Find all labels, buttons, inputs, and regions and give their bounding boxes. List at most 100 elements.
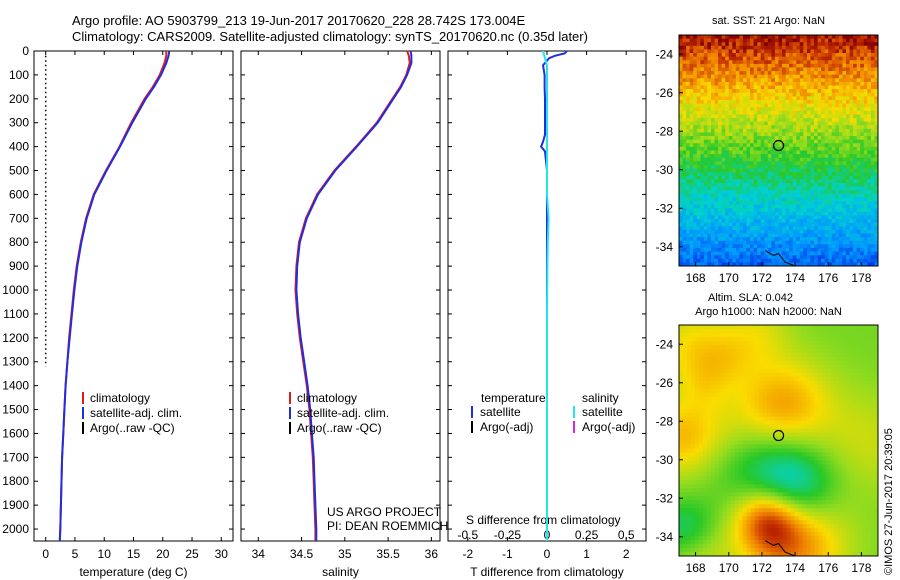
coastline xyxy=(764,250,796,267)
y-tick-label: -30 xyxy=(656,453,674,467)
y-tick-label: 1900 xyxy=(2,498,29,512)
y-tick-label: 1200 xyxy=(2,331,29,345)
legend-label: satellite xyxy=(582,405,623,419)
x-tick-label: 34.5 xyxy=(290,547,314,561)
timestamp-label: ©IMOS 27-Jun-2017 20:39:05 xyxy=(883,428,895,575)
y-tick-label: -32 xyxy=(656,201,674,215)
map-title: Altim. SLA: 0.042 xyxy=(708,292,793,304)
legend-header: temperature xyxy=(481,391,546,405)
x-tick-label: 34 xyxy=(252,547,266,561)
x-tick-label: 0 xyxy=(42,547,49,561)
y-tick-label: -30 xyxy=(656,163,674,177)
legend-label: climatology xyxy=(90,391,150,405)
y-tick-label: 300 xyxy=(9,116,29,130)
top-x-axis-label: S difference from climatology xyxy=(466,513,621,527)
x-tick-label: 5 xyxy=(72,547,79,561)
legend-label: climatology xyxy=(297,391,357,405)
y-tick-label: 1300 xyxy=(2,355,29,369)
y-tick-label: 1600 xyxy=(2,426,29,440)
x-tick-label: 172 xyxy=(752,561,772,575)
top-x-tick-label: -0.25 xyxy=(494,528,522,542)
panel-map-sst: 168 170 172 174 176 178 -24 -26 -28 -30 -32 -34 sat.… xyxy=(656,15,879,285)
x-tick-label: 36 xyxy=(425,547,439,561)
y-tick-label: 500 xyxy=(9,164,29,178)
top-x-tick-label: -0.5 xyxy=(457,528,478,542)
legend-label: Argo(..raw -QC) xyxy=(297,421,382,435)
y-tick-label: 1100 xyxy=(3,307,29,321)
pi-label: PI: DEAN ROEMMICH xyxy=(327,519,448,533)
y-tick-label: 100 xyxy=(9,68,29,82)
y-tick-label: 700 xyxy=(9,211,29,225)
y-tick-label: 2000 xyxy=(2,522,29,536)
y-tick-label: 0 xyxy=(22,44,29,58)
series-line-satellite-adj-clim- xyxy=(295,50,413,541)
plot-frame xyxy=(33,50,234,542)
field-cells xyxy=(679,325,879,557)
y-tick-label: -34 xyxy=(656,240,674,254)
argo-position-marker xyxy=(772,139,785,152)
x-tick-label: 170 xyxy=(719,271,739,285)
x-tick-label: -1 xyxy=(502,547,513,561)
y-tick-label: 1700 xyxy=(2,450,29,464)
x-axis-label: temperature (deg C) xyxy=(79,565,187,579)
y-tick-label: 1500 xyxy=(2,403,29,417)
x-tick-label: 172 xyxy=(752,271,772,285)
y-tick-label: 1800 xyxy=(2,474,29,488)
x-axis-label: salinity xyxy=(322,565,359,579)
x-tick-label: 178 xyxy=(851,271,871,285)
x-tick-label: 20 xyxy=(156,547,170,561)
y-tick-label: 400 xyxy=(9,140,29,154)
x-tick-label: 35.5 xyxy=(376,547,400,561)
x-tick-label: 174 xyxy=(785,561,805,575)
x-tick-label: 176 xyxy=(818,561,838,575)
y-tick-label: -24 xyxy=(656,47,674,61)
y-tick-label: -28 xyxy=(656,124,674,138)
y-tick-label: 600 xyxy=(9,187,29,201)
x-axis-label: T difference from climatology xyxy=(470,565,624,579)
series-line-salinity-satellite xyxy=(542,50,550,541)
x-tick-label: 174 xyxy=(785,271,805,285)
x-tick-label: 15 xyxy=(127,547,141,561)
y-tick-label: -24 xyxy=(656,337,674,351)
series-line-satellite-adj-clim- xyxy=(58,50,171,542)
coastline xyxy=(764,540,796,557)
plot-frame xyxy=(240,50,441,542)
panel-temperature: 0 5 10 15 20 25 300100200300400500600700800900… xyxy=(2,44,234,579)
legend-label: satellite-adj. clim. xyxy=(90,406,182,420)
x-tick-label: 35 xyxy=(338,547,352,561)
y-tick-label: -26 xyxy=(656,86,674,100)
y-tick-label: -26 xyxy=(656,376,674,390)
top-x-tick-label: 0.5 xyxy=(618,528,635,542)
legend-label: Argo(-adj) xyxy=(480,420,533,434)
panel-salinity: 34 34.5 35 35.5 36 salinity climatologysatelli… xyxy=(240,50,448,579)
y-tick-label: -34 xyxy=(656,530,674,544)
y-tick-label: -28 xyxy=(656,414,674,428)
legend-label: Argo(..raw -QC) xyxy=(90,421,175,435)
map-title: sat. SST: 21 Argo: NaN xyxy=(712,15,825,27)
legend-label: satellite-adj. clim. xyxy=(297,406,389,420)
y-tick-label: 800 xyxy=(9,235,29,249)
field-cells xyxy=(679,35,879,267)
y-tick-label: 1400 xyxy=(2,379,29,393)
legend-label: Argo(-adj) xyxy=(582,420,635,434)
x-tick-label: 2 xyxy=(623,547,630,561)
x-tick-label: -2 xyxy=(462,547,473,561)
project-label: US ARGO PROJECT xyxy=(327,505,442,519)
legend-header: salinity xyxy=(582,391,619,405)
map-subtitle: Argo h1000: NaN h2000: NaN xyxy=(695,306,842,318)
climatology-subtitle: Climatology: CARS2009. Satellite-adjuste… xyxy=(72,29,588,44)
x-tick-label: 168 xyxy=(686,271,706,285)
x-tick-label: 1 xyxy=(583,547,590,561)
map-frame xyxy=(678,324,879,557)
x-tick-label: 0 xyxy=(544,547,551,561)
top-x-tick-label: 0.25 xyxy=(575,528,599,542)
x-tick-label: 25 xyxy=(185,547,199,561)
y-tick-label: 1000 xyxy=(2,283,29,297)
x-tick-label: 168 xyxy=(686,561,706,575)
x-tick-label: 178 xyxy=(851,561,871,575)
y-tick-label: 900 xyxy=(9,259,29,273)
x-tick-label: 170 xyxy=(719,561,739,575)
x-tick-label: 10 xyxy=(98,547,112,561)
legend-label: satellite xyxy=(480,405,521,419)
